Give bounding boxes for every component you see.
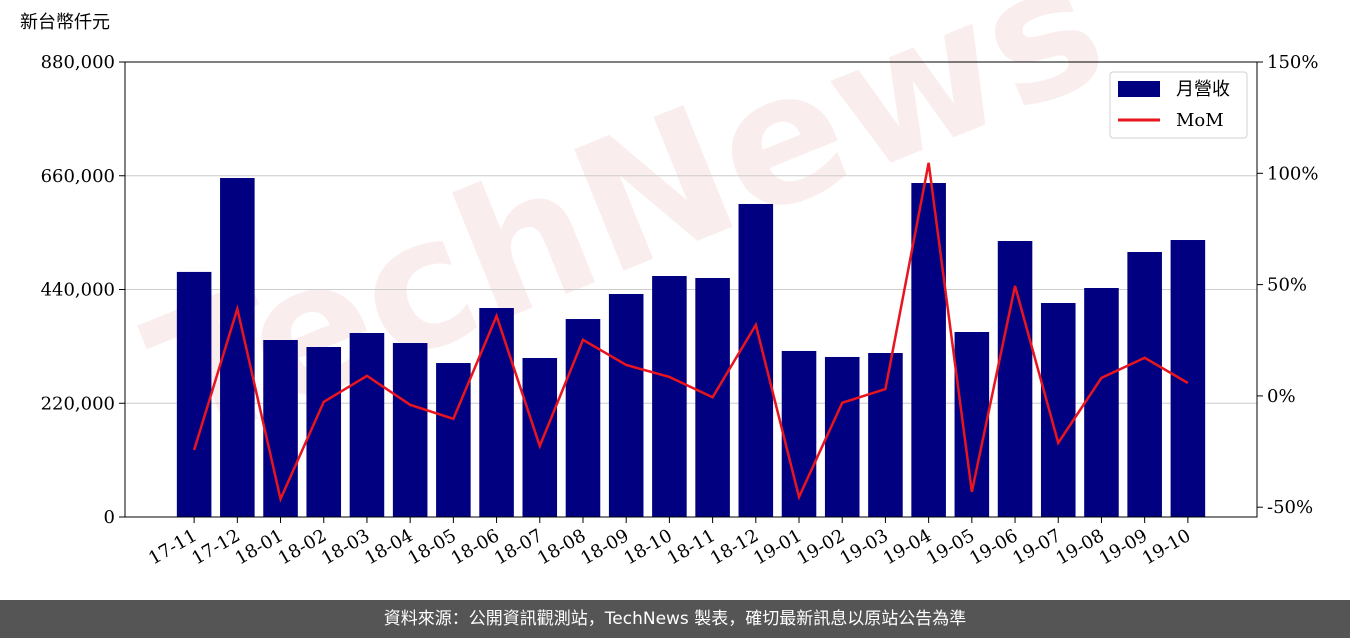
y2-tick-label: 100% (1267, 163, 1318, 184)
y2-tick-label: 0% (1267, 386, 1296, 407)
x-tick-label: 18-05 (404, 525, 459, 569)
bar (565, 319, 601, 517)
x-tick-label: 18-01 (232, 525, 287, 569)
bar (1084, 288, 1119, 517)
y-tick-label: 660,000 (41, 166, 115, 187)
x-tick-label: 18-10 (620, 525, 675, 569)
y-tick-label: 0 (104, 507, 115, 528)
x-tick-label: 18-02 (275, 525, 330, 569)
x-tick-label: 19-10 (1139, 525, 1194, 569)
bar (824, 356, 860, 517)
bar (868, 352, 903, 517)
bar (522, 358, 558, 517)
bar (781, 350, 817, 517)
x-tick-label: 18-04 (361, 525, 416, 569)
x-tick-label: 18-07 (491, 525, 546, 569)
legend-swatch (1118, 81, 1160, 97)
y2-tick-label: -50% (1267, 497, 1313, 518)
x-tick-label: 19-09 (1096, 525, 1151, 569)
x-tick-label: 18-06 (448, 525, 503, 569)
x-tick-label: 19-03 (836, 525, 891, 569)
x-tick-label: 17-12 (188, 525, 243, 569)
y2-tick-label: 50% (1267, 275, 1307, 296)
y-tick-label: 220,000 (41, 393, 115, 414)
bar (1127, 252, 1162, 517)
legend-label: MoM (1176, 110, 1224, 131)
y2-tick-label: 150% (1267, 52, 1318, 73)
bar (349, 332, 385, 517)
y-tick-label: 880,000 (41, 52, 115, 73)
x-tick-label: 19-02 (793, 525, 848, 569)
x-tick-label: 18-09 (577, 525, 632, 569)
x-tick-label: 19-05 (923, 525, 978, 569)
bar (1170, 240, 1206, 518)
bar (436, 363, 471, 517)
chart: 新台幣仟元 TechNews 0220,000440,000660,000880… (20, 0, 1318, 569)
bar (997, 241, 1033, 517)
x-tick-label: 19-07 (1009, 525, 1064, 569)
x-tick-label: 19-01 (750, 525, 805, 569)
bar (608, 293, 644, 517)
plot-frame (124, 61, 1258, 518)
x-tick-label: 19-08 (1053, 525, 1108, 569)
x-tick-label: 18-08 (534, 525, 589, 569)
x-tick-label: 18-03 (318, 525, 373, 569)
x-tick-label: 19-06 (966, 525, 1021, 569)
bar (176, 271, 212, 517)
bar (652, 276, 687, 517)
line (192, 162, 1189, 503)
x-tick-label: 17-11 (145, 525, 200, 569)
bar (1040, 302, 1076, 517)
bar (738, 203, 774, 517)
y-tick-label: 440,000 (41, 280, 115, 301)
x-tick-label: 18-11 (664, 525, 719, 569)
x-tick-label: 18-12 (707, 525, 762, 569)
bar (392, 343, 428, 517)
bar (911, 182, 946, 517)
y-axis-label: 新台幣仟元 (20, 12, 110, 33)
bar (263, 340, 298, 517)
bar (479, 308, 514, 517)
footer: 資料來源：公開資訊觀測站，TechNews 製表，確切最新訊息以原站公告為準 (0, 600, 1350, 638)
bar (306, 346, 342, 517)
legend-label: 月營收 (1176, 79, 1230, 100)
x-tick-label: 19-04 (880, 525, 935, 569)
